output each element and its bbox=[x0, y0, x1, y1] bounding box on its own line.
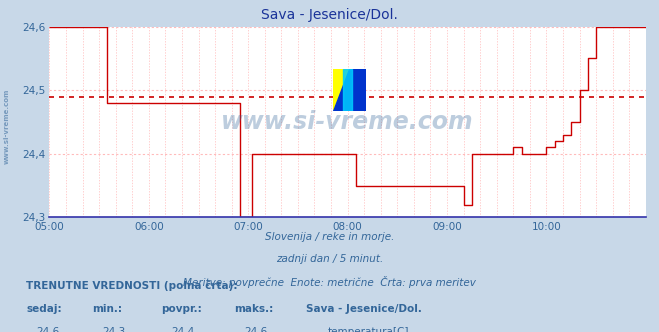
Text: Sava - Jesenice/Dol.: Sava - Jesenice/Dol. bbox=[261, 8, 398, 22]
Polygon shape bbox=[343, 68, 353, 111]
Text: Sava - Jesenice/Dol.: Sava - Jesenice/Dol. bbox=[306, 304, 422, 314]
Text: sedaj:: sedaj: bbox=[26, 304, 62, 314]
Text: www.si-vreme.com: www.si-vreme.com bbox=[3, 88, 9, 164]
Text: zadnji dan / 5 minut.: zadnji dan / 5 minut. bbox=[276, 254, 383, 264]
Text: Meritve: povprečne  Enote: metrične  Črta: prva meritev: Meritve: povprečne Enote: metrične Črta:… bbox=[183, 276, 476, 288]
Text: temperatura[C]: temperatura[C] bbox=[328, 327, 409, 332]
Text: www.si-vreme.com: www.si-vreme.com bbox=[221, 110, 474, 134]
Text: povpr.:: povpr.: bbox=[161, 304, 202, 314]
Text: min.:: min.: bbox=[92, 304, 123, 314]
Text: Slovenija / reke in morje.: Slovenija / reke in morje. bbox=[265, 232, 394, 242]
Polygon shape bbox=[333, 68, 366, 111]
Text: TRENUTNE VREDNOSTI (polna črta):: TRENUTNE VREDNOSTI (polna črta): bbox=[26, 281, 238, 291]
Text: 24,6: 24,6 bbox=[36, 327, 59, 332]
Text: 24,3: 24,3 bbox=[102, 327, 125, 332]
Polygon shape bbox=[333, 68, 349, 111]
Text: 24,4: 24,4 bbox=[171, 327, 194, 332]
Text: 24,6: 24,6 bbox=[244, 327, 267, 332]
Text: maks.:: maks.: bbox=[234, 304, 273, 314]
